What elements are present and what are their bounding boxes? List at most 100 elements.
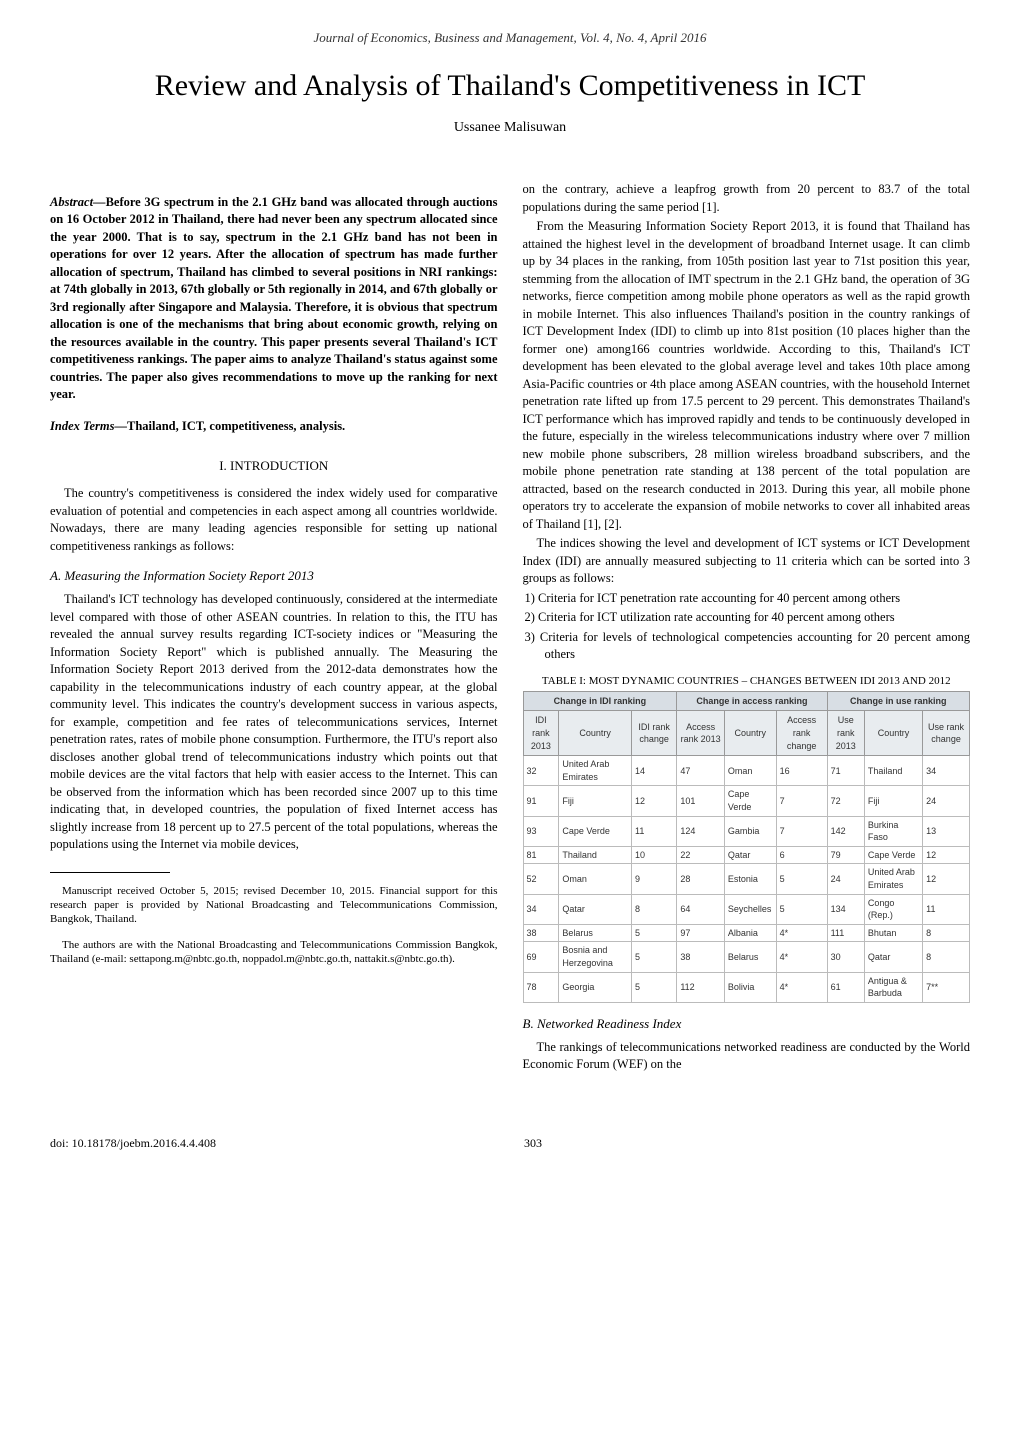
journal-header: Journal of Economics, Business and Manag… bbox=[50, 30, 970, 46]
th-section-use: Change in use ranking bbox=[827, 691, 969, 711]
subsection-b-p1: The rankings of telecommunications netwo… bbox=[523, 1039, 971, 1074]
table-cell: 5 bbox=[631, 972, 676, 1002]
section-1-heading: I. INTRODUCTION bbox=[50, 457, 498, 475]
table-cell: Seychelles bbox=[724, 894, 776, 924]
table-cell: 34 bbox=[923, 756, 970, 786]
th-c5: Access rank change bbox=[776, 711, 827, 756]
page-number: 303 bbox=[524, 1136, 542, 1151]
doi: doi: 10.18178/joebm.2016.4.4.408 bbox=[50, 1136, 216, 1151]
criteria-3: 3) Criteria for levels of technological … bbox=[523, 629, 971, 664]
th-c0: IDI rank 2013 bbox=[523, 711, 559, 756]
table-cell: 124 bbox=[677, 816, 725, 846]
th-c4: Country bbox=[724, 711, 776, 756]
table-cell: Cape Verde bbox=[559, 816, 632, 846]
index-terms: Index Terms—Thailand, ICT, competitivene… bbox=[50, 418, 498, 436]
table-cell: 134 bbox=[827, 894, 864, 924]
subsection-a-heading: A. Measuring the Information Society Rep… bbox=[50, 567, 498, 585]
table-cell: Bhutan bbox=[864, 924, 922, 942]
th-section-idi: Change in IDI ranking bbox=[523, 691, 677, 711]
table-cell: Qatar bbox=[864, 942, 922, 972]
table-cell: 38 bbox=[523, 924, 559, 942]
table-cell: 93 bbox=[523, 816, 559, 846]
index-terms-text: Thailand, ICT, competitiveness, analysis… bbox=[127, 419, 345, 433]
table-cell: 101 bbox=[677, 786, 725, 816]
table-cell: 81 bbox=[523, 846, 559, 864]
table-cell: 13 bbox=[923, 816, 970, 846]
table-cell: 111 bbox=[827, 924, 864, 942]
table-cell: 52 bbox=[523, 864, 559, 894]
table-cell: United Arab Emirates bbox=[864, 864, 922, 894]
table-cell: Thailand bbox=[559, 846, 632, 864]
right-column: on the contrary, achieve a leapfrog grow… bbox=[523, 181, 971, 1076]
footnote-authors: The authors are with the National Broadc… bbox=[50, 938, 498, 967]
table-cell: 71 bbox=[827, 756, 864, 786]
table-cell: 91 bbox=[523, 786, 559, 816]
index-terms-label: Index Terms— bbox=[50, 419, 127, 433]
table-cell: 142 bbox=[827, 816, 864, 846]
table-cell: 5 bbox=[776, 894, 827, 924]
page-footer: doi: 10.18178/joebm.2016.4.4.408 303 bbox=[0, 1116, 1020, 1161]
table-cell: Antigua & Barbuda bbox=[864, 972, 922, 1002]
table-cell: Fiji bbox=[559, 786, 632, 816]
table-cell: 12 bbox=[631, 786, 676, 816]
table-row: 91Fiji12101Cape Verde772Fiji24 bbox=[523, 786, 970, 816]
table-cell: 72 bbox=[827, 786, 864, 816]
table-cell: Qatar bbox=[724, 846, 776, 864]
table-cell: 34 bbox=[523, 894, 559, 924]
table-cell: 5 bbox=[631, 924, 676, 942]
table-cell: 7 bbox=[776, 786, 827, 816]
table-row: 69Bosnia and Herzegovina538Belarus4*30Qa… bbox=[523, 942, 970, 972]
criteria-1: 1) Criteria for ICT penetration rate acc… bbox=[523, 590, 971, 608]
table-row: 38Belarus597Albania4*111Bhutan8 bbox=[523, 924, 970, 942]
table-cell: Congo (Rep.) bbox=[864, 894, 922, 924]
abstract: Abstract—Before 3G spectrum in the 2.1 G… bbox=[50, 194, 498, 404]
table-cell: 112 bbox=[677, 972, 725, 1002]
table-cell: 24 bbox=[923, 786, 970, 816]
table-cell: 30 bbox=[827, 942, 864, 972]
table-cell: 22 bbox=[677, 846, 725, 864]
table-cell: 12 bbox=[923, 864, 970, 894]
table-cell: 79 bbox=[827, 846, 864, 864]
table-cell: 4* bbox=[776, 972, 827, 1002]
table-cell: Fiji bbox=[864, 786, 922, 816]
author: Ussanee Malisuwan bbox=[50, 120, 970, 136]
table-cell: 8 bbox=[631, 894, 676, 924]
table-cell: 7** bbox=[923, 972, 970, 1002]
col2-p1: on the contrary, achieve a leapfrog grow… bbox=[523, 181, 971, 216]
table-cell: 28 bbox=[677, 864, 725, 894]
th-c3: Access rank 2013 bbox=[677, 711, 725, 756]
left-column: Abstract—Before 3G spectrum in the 2.1 G… bbox=[50, 181, 498, 1076]
table-cell: 11 bbox=[923, 894, 970, 924]
table-cell: 8 bbox=[923, 924, 970, 942]
table-cell: 78 bbox=[523, 972, 559, 1002]
table-cell: 4* bbox=[776, 924, 827, 942]
table-cell: Georgia bbox=[559, 972, 632, 1002]
table-cell: Albania bbox=[724, 924, 776, 942]
table-cell: 6 bbox=[776, 846, 827, 864]
footnote-manuscript: Manuscript received October 5, 2015; rev… bbox=[50, 884, 498, 927]
table-cell: Thailand bbox=[864, 756, 922, 786]
table-cell: Estonia bbox=[724, 864, 776, 894]
table-cell: Bolivia bbox=[724, 972, 776, 1002]
footnote-separator bbox=[50, 872, 170, 873]
table-cell: 97 bbox=[677, 924, 725, 942]
col2-p3: The indices showing the level and develo… bbox=[523, 535, 971, 588]
table-cell: Cape Verde bbox=[864, 846, 922, 864]
table-cell: 8 bbox=[923, 942, 970, 972]
table-cell: 61 bbox=[827, 972, 864, 1002]
table-cell: Gambia bbox=[724, 816, 776, 846]
table-cell: United Arab Emirates bbox=[559, 756, 632, 786]
table-cell: 24 bbox=[827, 864, 864, 894]
table-cell: 47 bbox=[677, 756, 725, 786]
table-row: 32United Arab Emirates1447Oman1671Thaila… bbox=[523, 756, 970, 786]
table-cell: 10 bbox=[631, 846, 676, 864]
table-cell: Cape Verde bbox=[724, 786, 776, 816]
table-cell: Oman bbox=[559, 864, 632, 894]
th-c6: Use rank 2013 bbox=[827, 711, 864, 756]
table-cell: Qatar bbox=[559, 894, 632, 924]
table-cell: Belarus bbox=[559, 924, 632, 942]
table-cell: 38 bbox=[677, 942, 725, 972]
paper-title: Review and Analysis of Thailand's Compet… bbox=[50, 66, 970, 105]
col2-p2: From the Measuring Information Society R… bbox=[523, 218, 971, 533]
table-cell: 11 bbox=[631, 816, 676, 846]
